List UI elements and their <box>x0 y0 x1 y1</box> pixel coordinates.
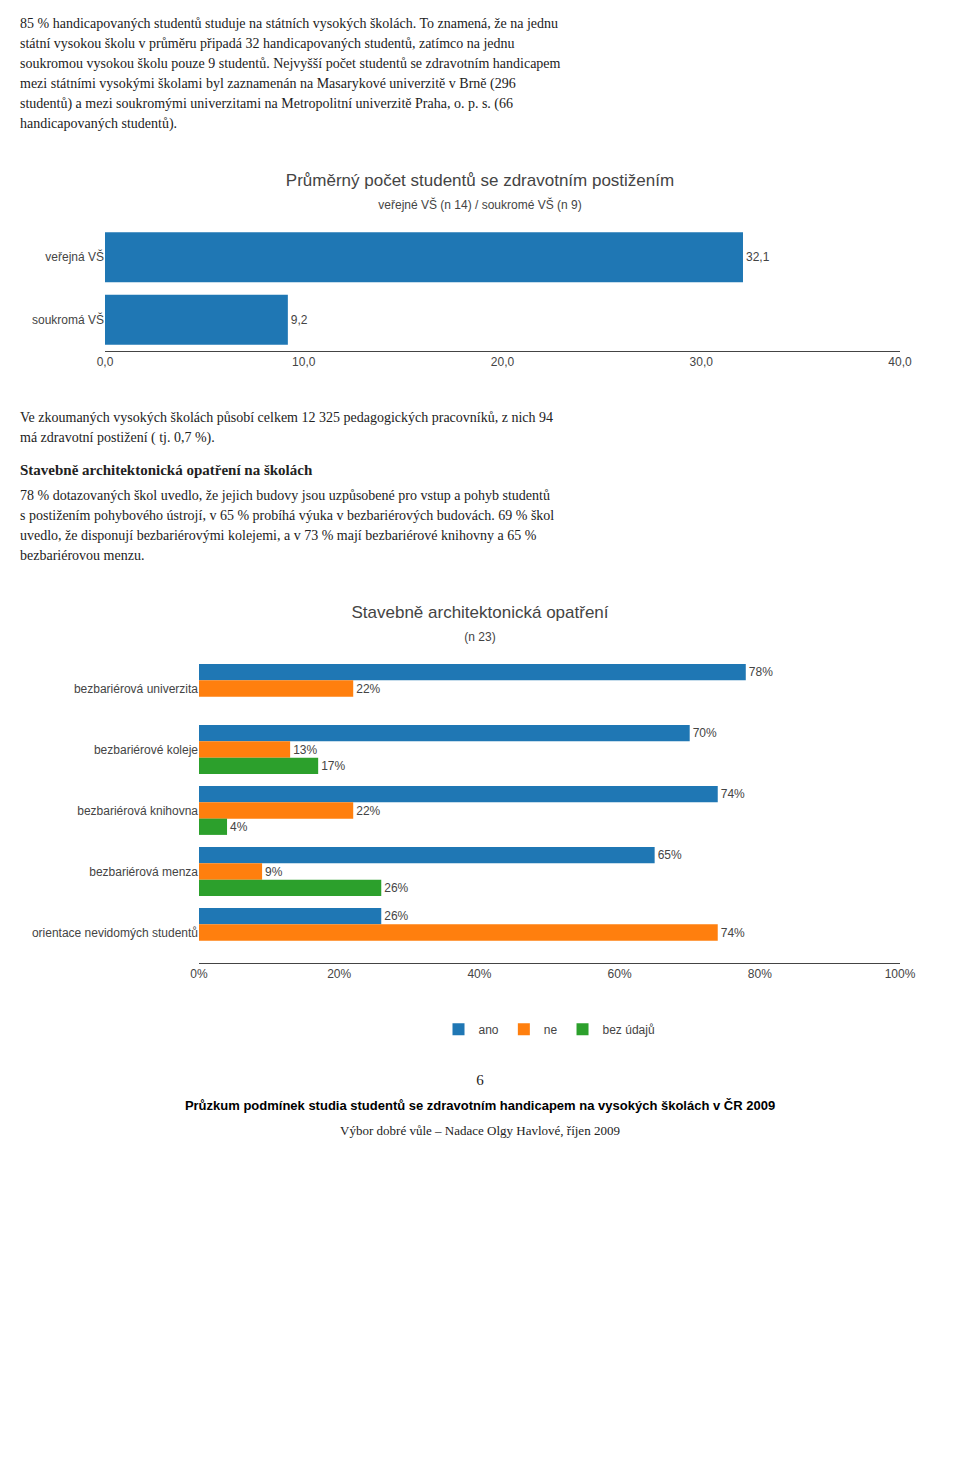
svg-text:17%: 17% <box>321 759 345 773</box>
svg-text:26%: 26% <box>384 909 408 923</box>
html-text:má zdravotní postižení ( tj. 0: má zdravotní postižení ( tj. 0,7 %). <box>20 430 215 445</box>
html-text:s postižením pohybového ústroj: s postižením pohybového ústrojí, v 65 % … <box>20 508 555 523</box>
svg-text:40%: 40% <box>467 967 491 981</box>
svg-text:74%: 74% <box>721 926 745 940</box>
html-text:6: 6 <box>476 1072 484 1088</box>
svg-text:40,0: 40,0 <box>888 355 912 369</box>
html-text:Ve zkoumaných vysokých školách: Ve zkoumaných vysokých školách působí ce… <box>20 410 553 425</box>
svg-text:9,2: 9,2 <box>291 313 308 327</box>
svg-text:ne: ne <box>544 1023 558 1037</box>
svg-text:(n 23): (n 23) <box>464 630 495 644</box>
svg-text:veřejná VŠ: veřejná VŠ <box>45 249 104 264</box>
html-text:mezi státními vysokými školami: mezi státními vysokými školami byl zazna… <box>20 76 516 91</box>
html-text:78 % dotazovaných škol uvedlo,: 78 % dotazovaných škol uvedlo, že jejich… <box>20 488 550 503</box>
html-text:Výbor dobré vůle – Nadace Olgy: Výbor dobré vůle – Nadace Olgy Havlové, … <box>340 1123 620 1138</box>
svg-text:0%: 0% <box>190 967 208 981</box>
html-text:handicapovaných studentů).: handicapovaných studentů). <box>20 116 178 131</box>
svg-text:26%: 26% <box>384 881 408 895</box>
html-text:státní vysokou školu v průměru: státní vysokou školu v průměru připadá 3… <box>20 36 515 51</box>
svg-text:30,0: 30,0 <box>690 355 714 369</box>
html-text:Průzkum podmínek studia studen: Průzkum podmínek studia studentů se zdra… <box>184 1098 776 1113</box>
svg-text:20,0: 20,0 <box>491 355 515 369</box>
svg-text:ano: ano <box>479 1023 499 1037</box>
svg-text:bezbariérové koleje: bezbariérové koleje <box>94 743 198 757</box>
svg-text:20%: 20% <box>327 967 351 981</box>
svg-text:soukromá VŠ: soukromá VŠ <box>32 312 104 327</box>
svg-text:70%: 70% <box>693 726 717 740</box>
svg-text:0,0: 0,0 <box>97 355 114 369</box>
svg-text:13%: 13% <box>293 743 317 757</box>
svg-text:22%: 22% <box>356 804 380 818</box>
svg-text:78%: 78% <box>749 665 773 679</box>
svg-text:4%: 4% <box>230 820 248 834</box>
svg-text:60%: 60% <box>608 967 632 981</box>
html-text:Stavebně architektonická opatř: Stavebně architektonická opatření na ško… <box>20 462 313 478</box>
html-text:bezbariérovou menzu.: bezbariérovou menzu. <box>20 548 145 563</box>
svg-text:orientace nevidomých studentů: orientace nevidomých studentů <box>32 926 198 940</box>
svg-text:veřejné VŠ (n 14) / soukromé V: veřejné VŠ (n 14) / soukromé VŠ (n 9) <box>378 197 581 212</box>
svg-text:bezbariérová univerzita: bezbariérová univerzita <box>74 682 198 696</box>
svg-text:80%: 80% <box>748 967 772 981</box>
svg-text:100%: 100% <box>885 967 916 981</box>
html-text:studentů) a mezi soukromými un: studentů) a mezi soukromými univerzitami… <box>20 96 513 111</box>
svg-text:10,0: 10,0 <box>292 355 316 369</box>
svg-text:22%: 22% <box>356 682 380 696</box>
svg-text:Průměrný počet studentů se zdr: Průměrný počet studentů se zdravotním po… <box>286 171 674 190</box>
svg-text:Stavebně architektonická opatř: Stavebně architektonická opatření <box>351 603 608 622</box>
svg-text:32,1: 32,1 <box>746 250 770 264</box>
html-text:soukromou vysokou školu pouze: soukromou vysokou školu pouze 9 studentů… <box>20 56 561 71</box>
svg-text:9%: 9% <box>265 865 283 879</box>
html-text:85 % handicapovaných studentů: 85 % handicapovaných studentů studuje na… <box>20 16 558 31</box>
svg-text:bez údajů: bez údajů <box>603 1023 655 1037</box>
svg-text:74%: 74% <box>721 787 745 801</box>
svg-text:bezbariérová menza: bezbariérová menza <box>89 865 198 879</box>
svg-text:65%: 65% <box>658 848 682 862</box>
html-text:uvedlo, že disponují bezbariér: uvedlo, že disponují bezbariérovými kole… <box>20 528 537 543</box>
svg-text:bezbariérová knihovna: bezbariérová knihovna <box>77 804 198 818</box>
